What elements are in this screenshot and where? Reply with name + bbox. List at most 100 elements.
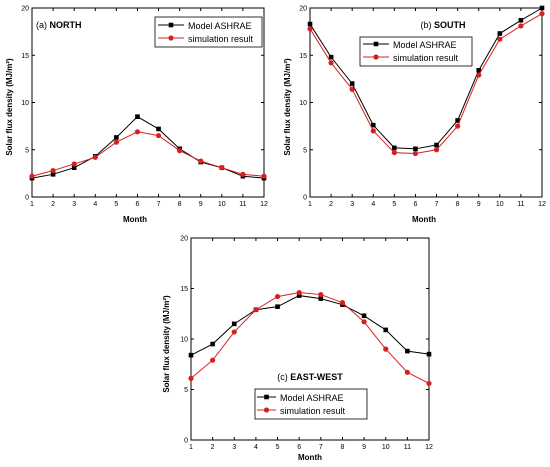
data-point-model-ashrae-east-west	[296, 293, 302, 298]
x-tick-label-north: 2	[51, 201, 55, 208]
x-axis-label-south: Month	[412, 215, 436, 224]
panel-title-south: (b) SOUTH	[420, 20, 465, 30]
y-tick-label-east-west: 15	[180, 286, 188, 293]
data-point-simulation-result-north	[92, 154, 98, 160]
data-point-simulation-result-east-west	[188, 375, 194, 381]
data-point-simulation-result-east-west	[253, 307, 259, 313]
data-point-simulation-result-south	[307, 26, 313, 32]
x-axis-label-north: Month	[123, 215, 147, 224]
plot-frame-south	[309, 7, 543, 198]
data-point-simulation-result-north	[50, 167, 56, 174]
data-point-model-ashrae-south	[518, 17, 524, 23]
data-point-model-ashrae-south	[455, 118, 460, 123]
data-point-model-ashrae-south	[434, 142, 439, 148]
series-simulation-result-north	[29, 129, 267, 179]
legend-label-model-ashrae-east-west: Model ASHRAE	[280, 393, 344, 403]
legend-marker-simulation-result-south	[373, 54, 379, 60]
y-tick-label-north: 10	[21, 100, 29, 107]
legend-marker-model-ashrae-south	[373, 41, 379, 47]
x-tick-label-south: 6	[414, 201, 418, 208]
y-tick-label-east-west: 0	[184, 438, 188, 445]
data-point-simulation-result-south	[349, 86, 355, 92]
x-tick-label-north: 1	[30, 201, 34, 208]
data-point-simulation-result-east-west	[296, 289, 302, 296]
data-point-simulation-result-north	[155, 132, 162, 139]
data-point-simulation-result-east-west	[404, 369, 410, 375]
x-tick-label-north: 4	[93, 201, 97, 208]
data-point-simulation-result-north	[198, 158, 204, 164]
legend-marker-model-ashrae-east-west	[264, 394, 269, 400]
x-tick-label-north: 7	[157, 201, 161, 208]
data-point-model-ashrae-east-west	[426, 351, 432, 357]
y-tick-label-north: 0	[25, 195, 29, 202]
x-tick-label-north: 3	[72, 201, 76, 208]
data-point-simulation-result-east-west	[210, 357, 216, 363]
legend-marker-model-ashrae-north	[168, 22, 174, 28]
data-point-model-ashrae-north	[50, 172, 56, 177]
legend-box-north	[154, 16, 263, 48]
x-tick-label-north: 10	[218, 201, 226, 208]
data-point-model-ashrae-south	[349, 81, 355, 86]
legend-label-simulation-south: simulation result	[393, 53, 459, 63]
data-point-simulation-result-south	[412, 150, 419, 157]
data-point-model-ashrae-south	[328, 54, 334, 60]
data-point-model-ashrae-east-west	[231, 321, 237, 327]
data-point-simulation-result-east-west	[274, 293, 281, 300]
y-tick-label-south: 10	[299, 100, 307, 107]
data-point-model-ashrae-east-west	[405, 348, 410, 354]
legend-label-simulation-north: simulation result	[188, 34, 254, 44]
x-tick-label-south: 5	[392, 201, 396, 208]
data-point-model-ashrae-east-west	[361, 313, 367, 319]
data-point-model-ashrae-south	[497, 31, 503, 36]
data-point-simulation-result-south	[391, 149, 397, 156]
x-tick-label-east-west: 2	[211, 444, 215, 451]
y-tick-label-east-west: 20	[180, 236, 188, 243]
x-tick-label-south: 12	[538, 201, 546, 208]
x-tick-label-south: 4	[371, 201, 375, 208]
data-point-model-ashrae-north	[114, 135, 119, 140]
x-tick-label-north: 9	[199, 201, 203, 208]
y-tick-label-south: 5	[303, 147, 307, 154]
data-point-model-ashrae-east-west	[275, 304, 280, 309]
data-point-model-ashrae-south	[392, 145, 397, 151]
x-tick-label-north: 6	[136, 201, 140, 208]
data-point-simulation-result-south	[370, 128, 376, 134]
x-tick-label-east-west: 5	[276, 444, 280, 451]
x-tick-label-east-west: 12	[425, 444, 433, 451]
legend-box-south	[359, 36, 473, 67]
series-simulation-result-east-west	[188, 289, 432, 387]
y-tick-label-north: 5	[25, 147, 29, 154]
data-point-simulation-result-north	[113, 139, 119, 145]
data-point-simulation-result-south	[328, 60, 334, 66]
data-point-simulation-result-south	[476, 72, 482, 78]
y-tick-label-south: 0	[303, 195, 307, 202]
x-tick-label-east-west: 3	[232, 444, 236, 451]
x-tick-label-south: 10	[496, 201, 504, 208]
x-tick-label-east-west: 6	[297, 444, 301, 451]
x-tick-label-east-west: 9	[362, 444, 366, 451]
series-line-model-ashrae-south	[309, 7, 543, 150]
legend-label-model-ashrae-south: Model ASHRAE	[393, 40, 457, 50]
x-tick-label-south: 8	[456, 201, 460, 208]
data-point-simulation-result-east-west	[231, 329, 237, 335]
series-line-simulation-result-north	[31, 131, 265, 177]
legend-box-east-west	[254, 388, 368, 420]
data-point-simulation-result-south	[497, 36, 503, 42]
series-simulation-result-south	[307, 11, 545, 157]
data-point-simulation-result-east-west	[318, 291, 324, 298]
data-point-simulation-result-south	[433, 147, 440, 153]
data-point-model-ashrae-north	[156, 126, 161, 132]
series-line-simulation-result-south	[309, 13, 543, 155]
x-tick-label-south: 11	[517, 201, 524, 208]
data-point-simulation-result-south	[455, 123, 461, 129]
x-tick-label-south: 2	[329, 201, 333, 208]
data-point-model-ashrae-south	[539, 5, 545, 11]
legend-marker-simulation-result-east-west	[263, 407, 270, 413]
x-tick-label-north: 8	[178, 201, 182, 208]
y-tick-label-south: 20	[299, 6, 307, 13]
